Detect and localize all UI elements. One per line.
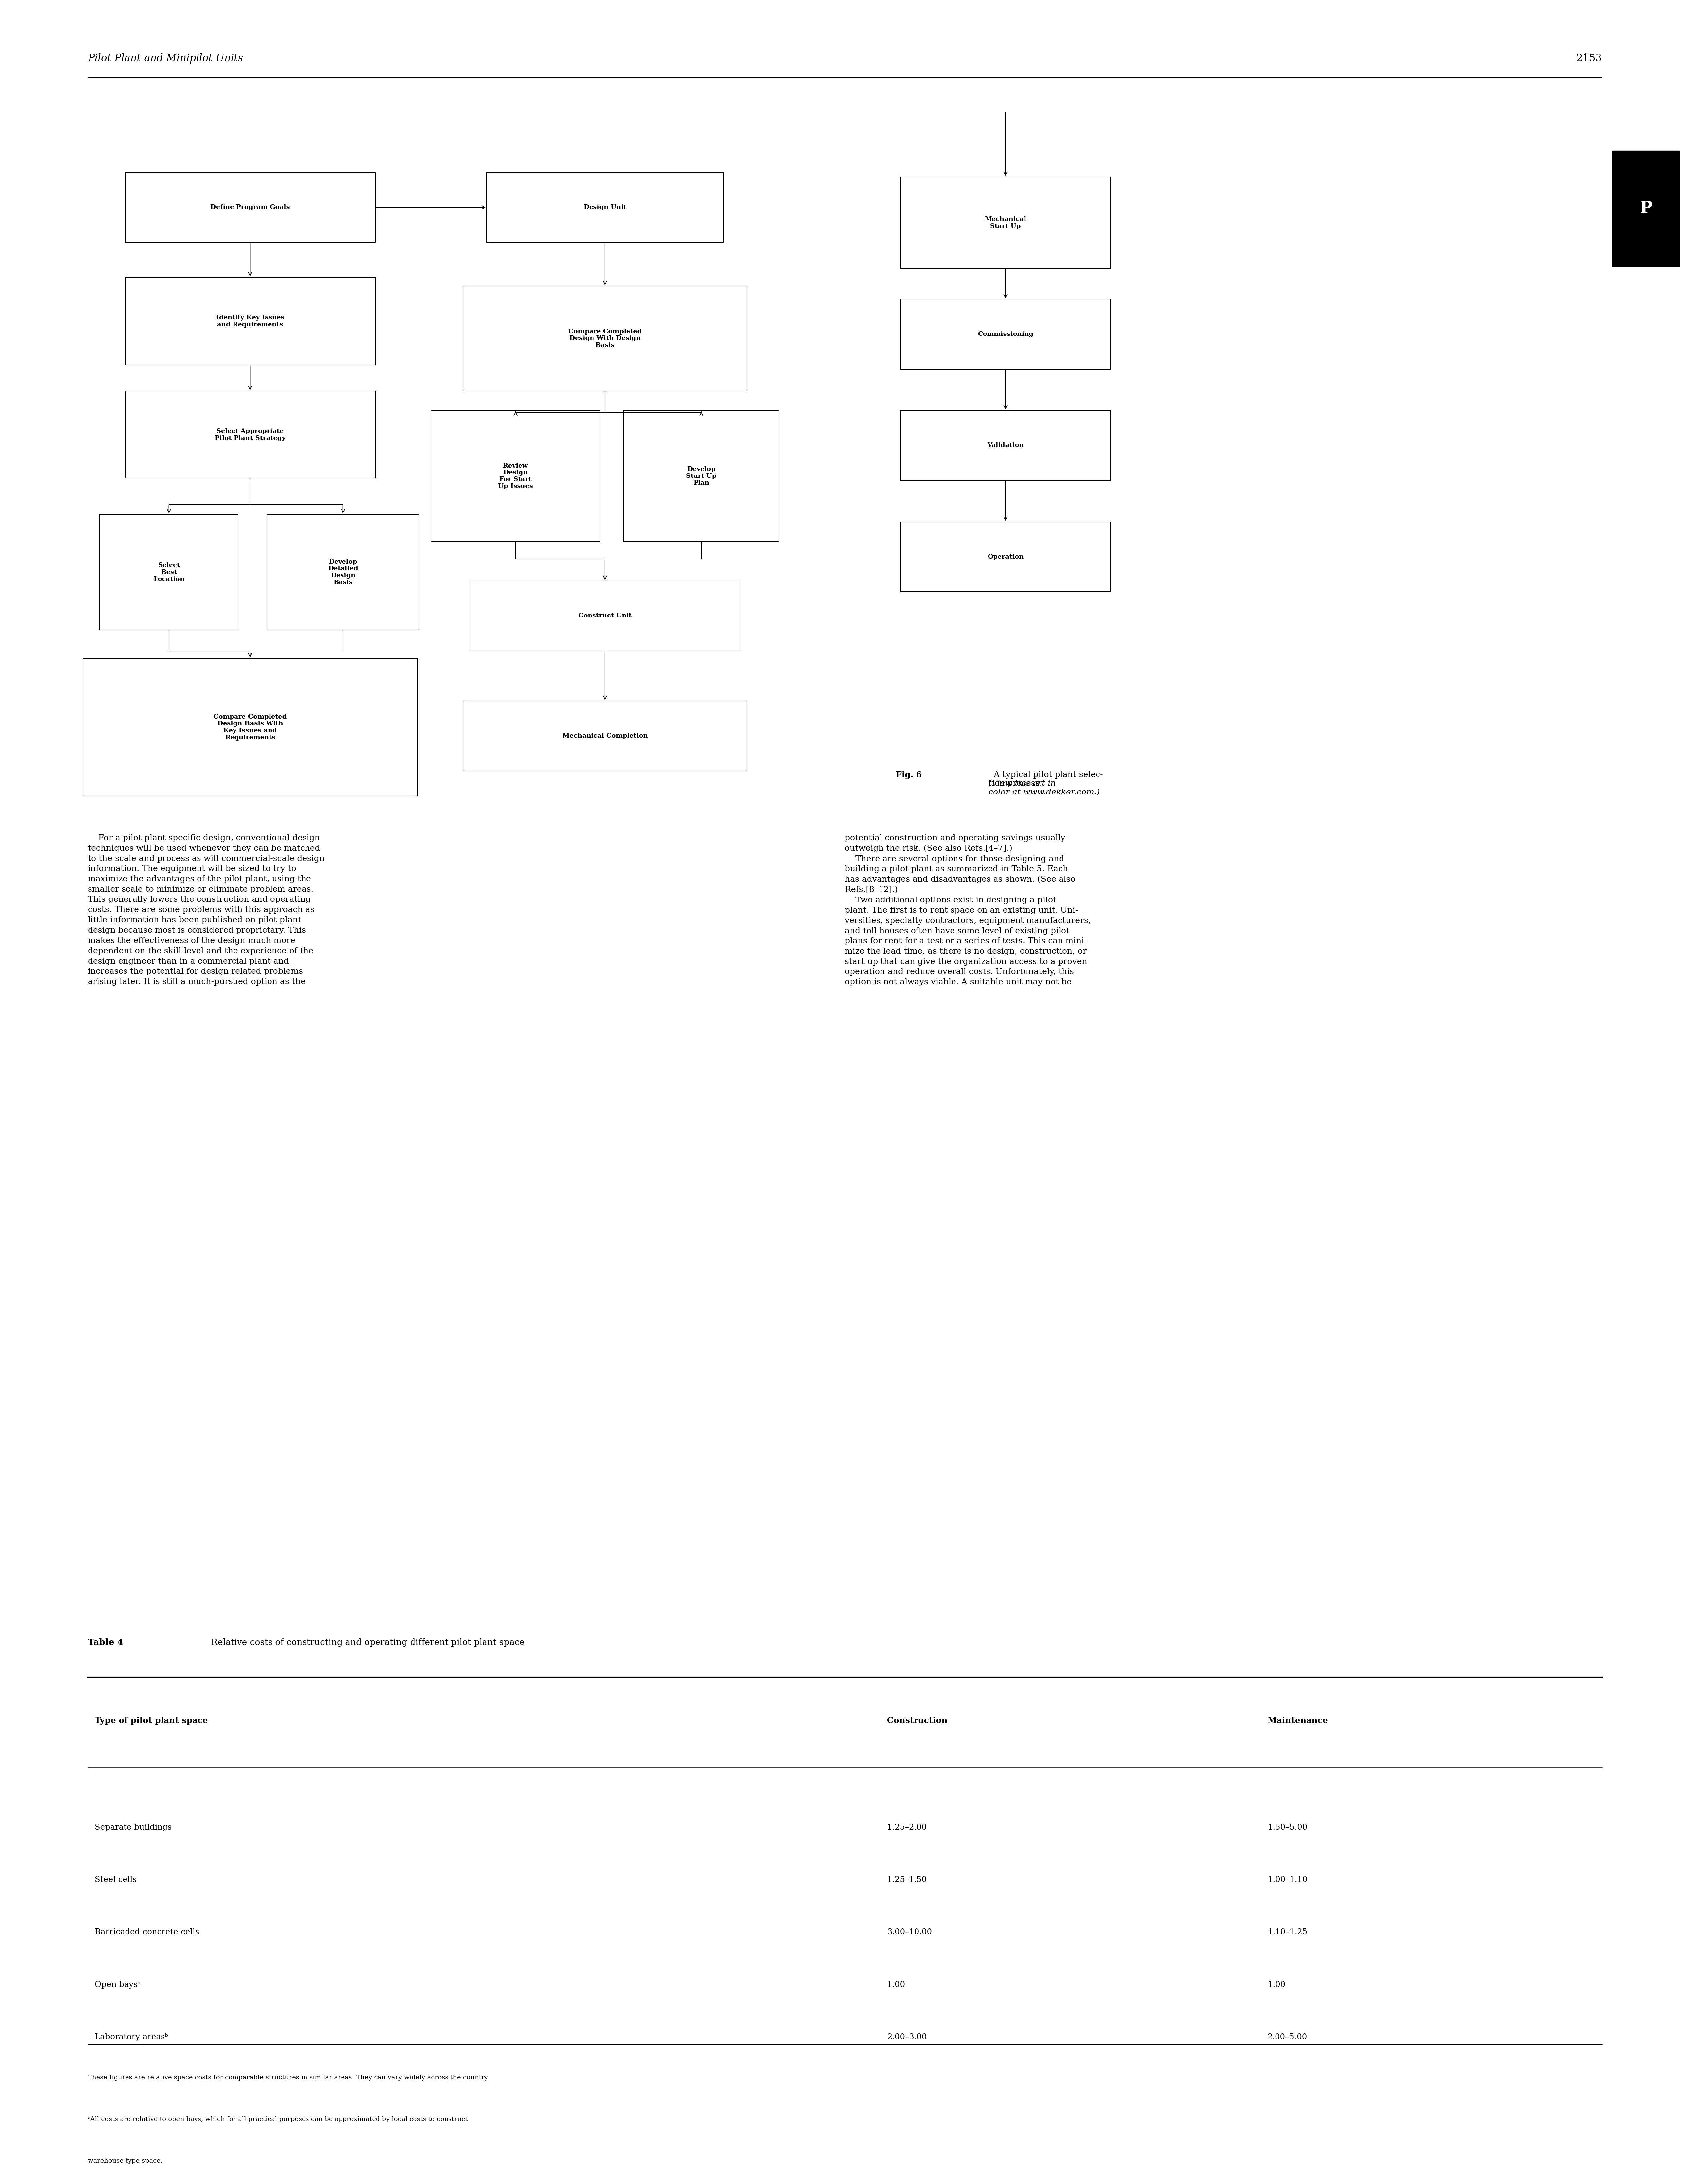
Text: 3.00–10.00: 3.00–10.00 [887,1928,933,1935]
Text: Type of pilot plant space: Type of pilot plant space [95,1717,208,1725]
Text: Develop
Detailed
Design
Basis: Develop Detailed Design Basis [328,559,358,585]
Text: For a pilot plant specific design, conventional design
techniques will be used w: For a pilot plant specific design, conve… [88,834,324,985]
Text: Laboratory areasᵇ: Laboratory areasᵇ [95,2033,167,2040]
Text: potential construction and operating savings usually
outweigh the risk. (See als: potential construction and operating sav… [845,834,1092,987]
Text: Maintenance: Maintenance [1268,1717,1328,1725]
Bar [463,286,747,391]
Text: Steel cells: Steel cells [95,1876,137,1883]
Text: These figures are relative space costs for comparable structures in similar area: These figures are relative space costs f… [88,2075,490,2081]
Bar [100,513,238,629]
Text: Compare Completed
Design With Design
Basis: Compare Completed Design With Design Bas… [568,328,642,349]
Bar [901,411,1110,480]
Text: 1.00–1.10: 1.00–1.10 [1268,1876,1308,1883]
Bar [487,173,723,242]
Text: 1.25–2.00: 1.25–2.00 [887,1824,926,1830]
Text: Open baysᵃ: Open baysᵃ [95,1981,140,1987]
Text: A typical pilot plant selec-
tion process.: A typical pilot plant selec- tion proces… [989,771,1104,786]
Bar [267,513,419,629]
Bar [431,411,600,542]
Bar [901,177,1110,269]
Text: ᵃAll costs are relative to open bays, which for all practical purposes can be ap: ᵃAll costs are relative to open bays, wh… [88,2116,468,2123]
Text: 1.00: 1.00 [1268,1981,1286,1987]
Text: Develop
Start Up
Plan: Develop Start Up Plan [686,465,717,487]
Bar [125,277,375,365]
Text: Mechanical
Start Up: Mechanical Start Up [985,216,1026,229]
Text: Fig. 6: Fig. 6 [896,771,923,780]
Text: (View this art in
color at www.dekker.com.): (View this art in color at www.dekker.co… [989,780,1100,795]
Text: Identify Key Issues
and Requirements: Identify Key Issues and Requirements [216,314,284,328]
Text: Select Appropriate
Pilot Plant Strategy: Select Appropriate Pilot Plant Strategy [215,428,286,441]
Text: P: P [1639,201,1653,216]
Bar [901,299,1110,369]
Text: Design Unit: Design Unit [583,205,627,210]
Bar [83,657,417,795]
Text: Separate buildings: Separate buildings [95,1824,172,1830]
Bar [624,411,779,542]
Text: 2.00–5.00: 2.00–5.00 [1268,2033,1308,2040]
Text: Relative costs of constructing and operating different pilot plant space: Relative costs of constructing and opera… [203,1638,524,1647]
Text: Validation: Validation [987,443,1024,448]
Text: Table 4: Table 4 [88,1638,123,1647]
Bar [470,581,740,651]
Text: 1.10–1.25: 1.10–1.25 [1268,1928,1308,1935]
Text: Construct Unit: Construct Unit [578,614,632,618]
Text: Review
Design
For Start
Up Issues: Review Design For Start Up Issues [499,463,532,489]
Text: Barricaded concrete cells: Barricaded concrete cells [95,1928,199,1935]
Text: Construction: Construction [887,1717,948,1725]
Bar [125,391,375,478]
Text: 1.50–5.00: 1.50–5.00 [1268,1824,1308,1830]
Text: 1.00: 1.00 [887,1981,906,1987]
Text: Pilot Plant and Minipilot Units: Pilot Plant and Minipilot Units [88,52,243,63]
Text: Mechanical Completion: Mechanical Completion [563,734,647,738]
Text: Operation: Operation [987,555,1024,559]
Bar [901,522,1110,592]
Text: Commissioning: Commissioning [977,332,1034,336]
Text: Define Program Goals: Define Program Goals [210,205,291,210]
Text: 2153: 2153 [1577,52,1602,63]
Bar [463,701,747,771]
Text: warehouse type space.: warehouse type space. [88,2158,162,2164]
Text: Select
Best
Location: Select Best Location [154,561,184,583]
Text: 2.00–3.00: 2.00–3.00 [887,2033,928,2040]
Text: Compare Completed
Design Basis With
Key Issues and
Requirements: Compare Completed Design Basis With Key … [213,714,287,740]
Text: 1.25–1.50: 1.25–1.50 [887,1876,926,1883]
Bar [125,173,375,242]
Bar [1612,151,1680,266]
